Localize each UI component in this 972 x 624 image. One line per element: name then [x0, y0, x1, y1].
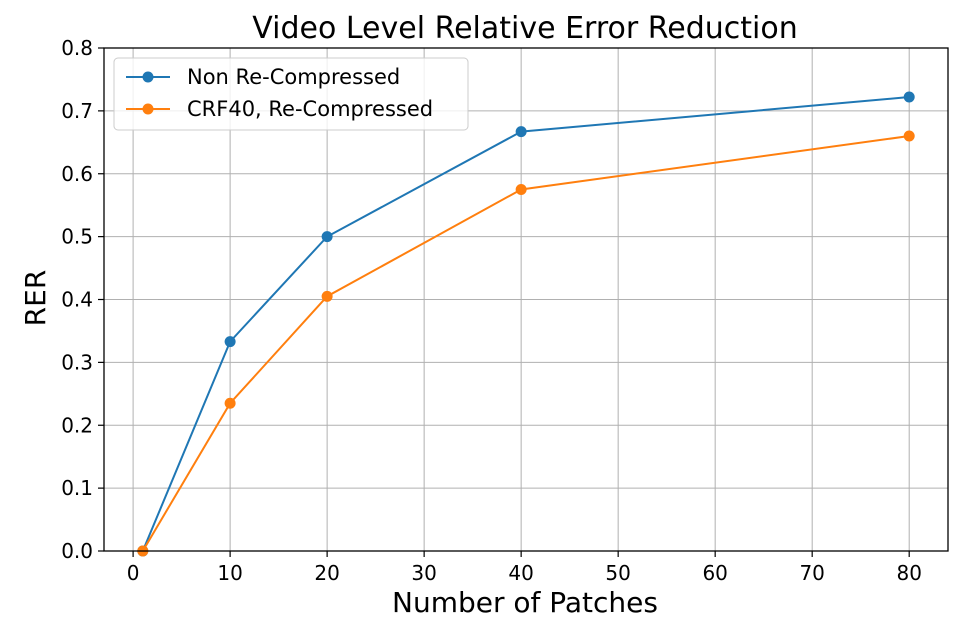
series-layer	[137, 91, 915, 557]
legend-entry: Non Re-Compressed	[126, 65, 400, 89]
y-tick-label: 0.8	[61, 36, 93, 60]
data-point	[224, 336, 236, 348]
axis-ticks: 0 10 20 30 40 50 60 70 80 0.0 0.1 0.2 0.3 0.4 0.5 0.6 0.…	[61, 36, 922, 585]
y-tick-label: 0.7	[61, 99, 93, 123]
y-tick-label: 0.1	[61, 476, 93, 500]
x-tick-label: 40	[508, 561, 533, 585]
x-tick-label: 70	[799, 561, 824, 585]
data-point	[903, 130, 915, 142]
data-point	[903, 91, 915, 103]
legend-label: CRF40, Re-Compressed	[187, 97, 433, 121]
x-tick-label: 60	[702, 561, 727, 585]
legend: Non Re-Compressed CRF40, Re-Compressed	[113, 57, 469, 131]
data-point	[515, 183, 527, 195]
legend-box	[113, 57, 469, 131]
data-point	[515, 126, 527, 138]
y-tick-label: 0.6	[61, 162, 93, 186]
x-axis-label: Number of Patches	[392, 586, 658, 619]
legend-point-marker	[142, 71, 154, 83]
chart-title: Video Level Relative Error Reduction	[252, 11, 797, 46]
x-tick-label: 50	[605, 561, 630, 585]
legend-point-marker	[142, 103, 154, 115]
data-point	[224, 397, 236, 409]
x-tick-label: 10	[217, 561, 242, 585]
x-tick-label: 30	[411, 561, 436, 585]
series-line	[141, 96, 910, 552]
y-tick-label: 0.2	[61, 413, 93, 437]
x-tick-label: 80	[896, 561, 921, 585]
y-tick-label: 0.3	[61, 350, 93, 374]
series-line	[141, 135, 910, 552]
y-tick-label: 0.5	[61, 225, 93, 249]
data-point	[321, 290, 333, 302]
legend-entry: CRF40, Re-Compressed	[126, 97, 433, 121]
y-tick-label: 0.4	[61, 288, 93, 312]
data-point	[321, 231, 333, 243]
legend-label: Non Re-Compressed	[187, 65, 400, 89]
x-tick-label: 20	[314, 561, 339, 585]
x-tick-label: 0	[127, 561, 140, 585]
y-tick-label: 0.0	[61, 539, 93, 563]
y-axis-label: RER	[19, 270, 52, 327]
